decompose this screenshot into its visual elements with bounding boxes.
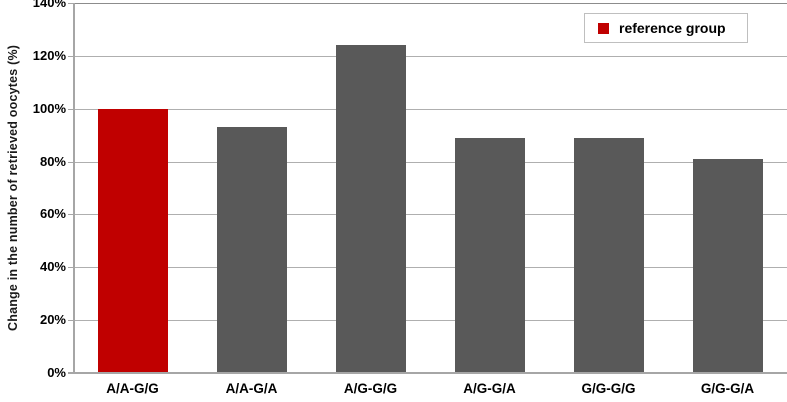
y-tick-label: 140% xyxy=(32,0,66,10)
y-tick-label: 40% xyxy=(39,259,66,274)
x-tick-label-A/G-G/A: A/G-G/A xyxy=(463,381,516,396)
bar-G/G-G/G xyxy=(574,138,644,372)
gridline-100 xyxy=(68,109,787,110)
x-tick-label-A/G-G/G: A/G-G/G xyxy=(343,381,398,396)
y-tick-label: 0% xyxy=(47,365,66,380)
y-axis-line xyxy=(73,3,75,372)
gridline-120 xyxy=(68,56,787,57)
gridline-40 xyxy=(68,267,787,268)
y-axis-tick xyxy=(68,162,73,163)
bar-A/G-G/G xyxy=(336,45,406,372)
gridline-20 xyxy=(68,320,787,321)
y-axis-tick xyxy=(68,56,73,57)
x-tick-label-A/A-G/A: A/A-G/A xyxy=(225,381,278,396)
x-tick-label-G/G-G/A: G/G-G/A xyxy=(700,381,755,396)
y-tick-label: 120% xyxy=(32,48,66,63)
x-axis-line xyxy=(68,372,787,374)
bar-G/G-G/A xyxy=(693,159,763,372)
y-tick-label: 100% xyxy=(32,101,66,116)
y-axis-tick xyxy=(68,214,73,215)
y-tick-label: 20% xyxy=(39,312,66,327)
y-axis-tick xyxy=(68,373,73,374)
gridline-80 xyxy=(68,162,787,163)
x-tick-label-G/G-G/G: G/G-G/G xyxy=(581,381,636,396)
y-axis-tick xyxy=(68,320,73,321)
x-tick-label-A/A-G/G: A/A-G/G xyxy=(106,381,159,396)
y-tick-label: 80% xyxy=(39,154,66,169)
y-axis-tick xyxy=(68,3,73,4)
y-axis-tick xyxy=(68,267,73,268)
y-tick-label: 60% xyxy=(39,206,66,221)
y-axis-tick xyxy=(68,109,73,110)
reference-group-swatch-icon xyxy=(598,22,609,34)
gridline-60 xyxy=(68,214,787,215)
bar-A/G-G/A xyxy=(455,138,525,372)
bar-A/A-G/G xyxy=(98,109,168,372)
legend-label: reference group xyxy=(619,20,726,36)
gridline-140 xyxy=(68,3,787,4)
legend: reference group xyxy=(584,13,748,43)
bar-A/A-G/A xyxy=(217,127,287,372)
